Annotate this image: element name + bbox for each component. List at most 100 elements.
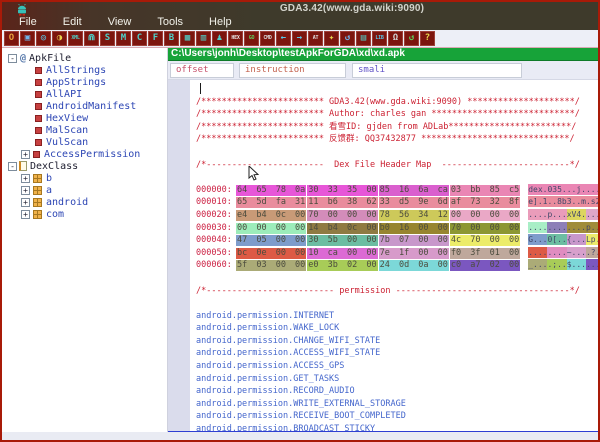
tree-node-allapi[interactable]: AllAPI <box>32 88 167 100</box>
apkfile-at-icon: @ <box>20 52 27 64</box>
tree-label-pkg-android[interactable]: android <box>46 196 89 208</box>
hex-row: 000040: 47 05 00 00 30 5b 00 00 7b 07 00 00… <box>196 234 598 247</box>
tree-node-androidmanifest[interactable]: AndroidManifest <box>32 100 167 112</box>
menu-help[interactable]: Help <box>209 16 232 28</box>
offset-field[interactable]: offset <box>170 62 234 78</box>
menu-view[interactable]: View <box>107 16 132 28</box>
window-chrome: GDA3.42(www.gda.wiki:9090) File Edit Vie… <box>2 2 598 30</box>
menu-tools[interactable]: Tools <box>157 16 184 28</box>
hex-offset: 000030: <box>196 222 232 233</box>
menu-file[interactable]: File <box>19 16 37 28</box>
instruction-field[interactable]: instruction <box>239 62 346 78</box>
bird-icon[interactable]: ✦ <box>324 31 339 46</box>
at-icon[interactable]: AT <box>308 31 323 46</box>
tree-node-malscan[interactable]: MalScan <box>32 124 167 136</box>
app-robot-icon <box>16 3 28 21</box>
blocks-icon[interactable]: ▦ <box>180 31 195 46</box>
dex-bytecode-icon[interactable]: ◑ <box>52 31 67 46</box>
refresh-green-icon[interactable]: ↺ <box>404 31 419 46</box>
class-icon[interactable]: C <box>132 31 147 46</box>
expand-box-icon[interactable]: + <box>21 149 30 159</box>
hex-row: 000050: bc 0e 00 00 10 ca 00 00 7e 1f 00 00… <box>196 246 598 260</box>
hex-bytes: 00 00 00 00 <box>236 222 307 234</box>
tree-node-allstrings[interactable]: AllStrings <box>32 64 167 76</box>
tree-label-pkg-b[interactable]: b <box>46 172 53 184</box>
back-arrow-icon[interactable]: ← <box>276 31 291 46</box>
expand-box-icon[interactable]: + <box>21 185 30 195</box>
title-bar[interactable]: GDA3.42(www.gda.wiki:9090) <box>2 2 598 16</box>
cmd-icon[interactable]: CMD <box>260 31 275 46</box>
strings-icon[interactable]: S <box>100 31 115 46</box>
ascii-chunk: ..j. <box>566 183 586 195</box>
red-square-icon <box>35 138 42 146</box>
tree-label-allapi[interactable]: AllAPI <box>46 88 83 100</box>
hex-bytes: 30 5b 00 00 <box>307 235 378 247</box>
smali-field[interactable]: smali <box>352 62 522 78</box>
tree-label-pkg-com[interactable]: com <box>46 208 65 220</box>
plugin-icon[interactable]: ▥ <box>196 31 211 46</box>
bottom-strip <box>2 432 598 440</box>
tree-label-dexclass[interactable]: DexClass <box>30 160 79 172</box>
tree-node-pkg-android[interactable]: + android <box>21 196 167 208</box>
bytecode-icon[interactable]: B <box>164 31 179 46</box>
tree-label-appstrings[interactable]: AppStrings <box>46 76 107 88</box>
ascii-chunk: Lp.. <box>585 234 598 246</box>
hex-row: 000010: 65 5d fa 31 11 b6 38 62 33 d5 9e 6d… <box>196 196 598 209</box>
go-icon[interactable]: GO <box>244 31 259 46</box>
help-icon[interactable]: ? <box>420 31 435 46</box>
expand-box-icon[interactable]: + <box>21 173 30 183</box>
tree-label-hexview[interactable]: HexView <box>46 112 89 124</box>
collapse-box-icon[interactable]: - <box>8 53 17 63</box>
save-icon[interactable]: ▣ <box>20 31 35 46</box>
tree-label-vulscan[interactable]: VulScan <box>46 136 89 148</box>
hex-bytes: 85 16 6a ca <box>378 184 449 196</box>
window-title: GDA3.42(www.gda.wiki:9090) <box>279 3 425 14</box>
comment-line: /************************ Author: charle… <box>196 109 580 120</box>
permission-line: android.permission.RECORD_AUDIO <box>196 386 355 397</box>
tree-label-apkfile[interactable]: ApkFile <box>29 52 72 64</box>
malscan-robot-icon[interactable]: ♟ <box>212 31 227 46</box>
menu-edit[interactable]: Edit <box>62 16 82 28</box>
tree-node-dexclass[interactable]: - DexClass <box>8 160 167 172</box>
expand-box-icon[interactable]: + <box>21 209 30 219</box>
permission-section-title: /*------------------------- permission -… <box>196 285 580 296</box>
code-editor[interactable]: /************************ GDA3.42(www.gd… <box>168 80 598 432</box>
hex-view-icon[interactable]: HEX <box>228 31 243 46</box>
tree-label-pkg-a[interactable]: a <box>46 184 53 196</box>
tree-node-pkg-b[interactable]: + b <box>21 172 167 184</box>
manifest-robot-icon[interactable]: ⋒ <box>84 31 99 46</box>
lock-icon[interactable]: Ω <box>388 31 403 46</box>
tab-row: offset instruction smali <box>168 61 598 80</box>
tree-node-pkg-a[interactable]: + a <box>21 184 167 196</box>
search-icon[interactable]: ◎ <box>36 31 51 46</box>
tree-label-accesspermission[interactable]: AccessPermission <box>44 148 141 160</box>
tree-node-apkfile[interactable]: - @ ApkFile <box>8 52 167 64</box>
hex-offset: 000040: <box>196 235 232 246</box>
open-file-icon[interactable]: O <box>4 31 19 46</box>
tree-label-androidmanifest[interactable]: AndroidManifest <box>46 100 137 112</box>
method-icon[interactable]: M <box>116 31 131 46</box>
lib-icon[interactable]: LIB <box>372 31 387 46</box>
hex-bytes: 33 d5 9e 6d <box>378 197 449 209</box>
tree-node-appstrings[interactable]: AppStrings <box>32 76 167 88</box>
xml-icon[interactable]: XML <box>68 31 83 46</box>
tree-label-malscan[interactable]: MalScan <box>46 124 89 136</box>
sidebar-tree: - @ ApkFile AllStrings AppStrings AllAPI… <box>2 48 168 432</box>
hex-bytes: e0 3b 02 00 <box>307 260 378 272</box>
field-icon[interactable]: F <box>148 31 163 46</box>
ascii-chunk: ..8b <box>547 196 567 208</box>
tree-node-hexview[interactable]: HexView <box>32 112 167 124</box>
ascii-chunk: .... <box>528 221 548 233</box>
tree-node-accesspermission[interactable]: + AccessPermission <box>21 148 167 160</box>
comment-line: /************************ GDA3.42(www.gd… <box>196 96 580 107</box>
tree-node-vulscan[interactable]: VulScan <box>32 136 167 148</box>
image-icon[interactable]: ▤ <box>356 31 371 46</box>
refresh-blue-icon[interactable]: ↺ <box>340 31 355 46</box>
tree-node-pkg-com[interactable]: + com <box>21 208 167 220</box>
forward-arrow-icon[interactable]: → <box>292 31 307 46</box>
expand-box-icon[interactable]: + <box>21 197 30 207</box>
tree-label-allstrings[interactable]: AllStrings <box>46 64 107 76</box>
collapse-box-icon[interactable]: - <box>8 161 17 171</box>
permission-line: android.permission.RECEIVE_BOOT_COMPLETE… <box>196 411 406 422</box>
hex-bytes: 30 33 35 00 <box>307 184 378 196</box>
